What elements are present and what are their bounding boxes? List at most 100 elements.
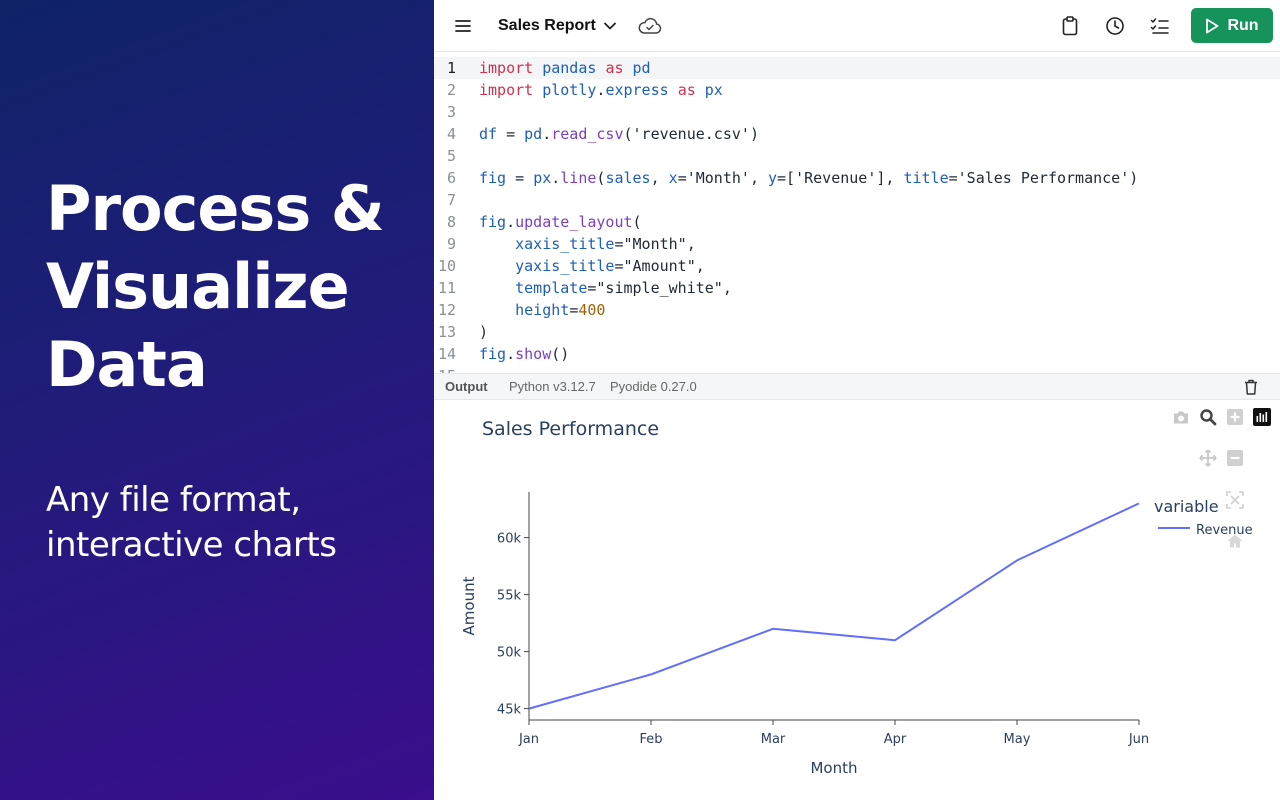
y-tick-label: 55k xyxy=(497,589,522,604)
promo-headline-line: Process & xyxy=(46,172,385,245)
line-number: 14 xyxy=(437,345,456,363)
line-number: 11 xyxy=(437,279,456,297)
code-editor[interactable]: 1 import pandas as pd 2 import plotly.expre… xyxy=(434,53,1280,373)
plotly-logo-icon[interactable] xyxy=(1252,407,1272,427)
promo-headline-line: Visualize xyxy=(46,250,350,323)
legend-item-revenue[interactable]: Revenue xyxy=(1196,523,1253,538)
x-tick-label: Apr xyxy=(884,732,907,747)
code-line[interactable]: 1 import pandas as pd xyxy=(434,57,1280,79)
code-line[interactable]: 4 df = pd.read_csv('revenue.csv') xyxy=(434,123,1280,145)
autoscale-icon[interactable] xyxy=(1225,490,1245,510)
history-clock-icon[interactable] xyxy=(1103,14,1127,38)
code-line[interactable]: 8 fig.update_layout( xyxy=(434,211,1280,233)
zoom-out-icon[interactable] xyxy=(1225,448,1245,468)
line-number: 5 xyxy=(446,147,456,165)
menu-icon[interactable] xyxy=(451,14,475,38)
home-icon[interactable] xyxy=(1225,531,1245,551)
x-tick-label: May xyxy=(1004,732,1031,747)
code-line[interactable]: 9 xaxis_title="Month", xyxy=(434,233,1280,255)
document-title-dropdown[interactable]: Sales Report xyxy=(498,14,616,38)
promo-headline-line: Data xyxy=(46,328,208,401)
data-point[interactable] xyxy=(770,626,776,632)
code-text: template="simple_white", xyxy=(515,279,732,297)
promo-subtitle-line: interactive charts xyxy=(46,525,337,565)
line-number: 2 xyxy=(446,81,456,99)
play-icon xyxy=(1205,18,1219,34)
line-number: 7 xyxy=(446,191,456,209)
data-point[interactable] xyxy=(892,637,898,643)
code-text: import pandas as pd xyxy=(479,59,651,77)
code-text: df = pd.read_csv('revenue.csv') xyxy=(479,125,759,143)
output-label: Output xyxy=(445,379,488,394)
data-point[interactable] xyxy=(1014,557,1020,563)
zoom-icon[interactable] xyxy=(1198,407,1218,427)
code-text: fig.show() xyxy=(479,345,570,363)
legend-title: variable xyxy=(1154,497,1219,516)
line-number: 9 xyxy=(446,235,456,253)
pan-icon[interactable] xyxy=(1198,448,1218,468)
code-text: ) xyxy=(479,323,489,341)
cloud-check-icon[interactable] xyxy=(636,14,664,38)
line-chart[interactable]: Sales Performance Month Amount 45k 50k 55k… xyxy=(434,400,1280,800)
run-button[interactable]: Run xyxy=(1191,8,1273,43)
promo-panel: Process & Visualize Data Any file format… xyxy=(0,0,434,800)
x-tick-label: Mar xyxy=(761,732,786,747)
code-line[interactable]: 13) xyxy=(434,321,1280,343)
code-line[interactable]: 14 fig.show() xyxy=(434,343,1280,365)
code-text: import plotly.express as px xyxy=(479,81,723,99)
x-axis-title: Month xyxy=(810,759,857,777)
line-number: 10 xyxy=(437,257,456,275)
series-line-revenue[interactable] xyxy=(528,502,1140,710)
promo-subtitle-line: Any file format, xyxy=(46,480,301,520)
promo-headline: Process & Visualize Data xyxy=(46,170,385,404)
chevron-down-icon xyxy=(603,22,616,30)
checklist-icon[interactable] xyxy=(1148,14,1172,38)
x-tick-label: Feb xyxy=(639,732,662,747)
code-line[interactable]: 10 yaxis_title="Amount", xyxy=(434,255,1280,277)
code-text: height=400 xyxy=(515,301,606,319)
line-number: 15 xyxy=(434,365,456,373)
code-line[interactable]: 2 import plotly.express as px xyxy=(434,79,1280,101)
line-number: 12 xyxy=(437,301,456,319)
x-tick-label: Jun xyxy=(1128,732,1149,747)
clipboard-icon[interactable] xyxy=(1058,14,1082,38)
y-tick-label: 45k xyxy=(497,703,522,718)
code-text: yaxis_title="Amount", xyxy=(515,257,705,275)
line-number: 13 xyxy=(437,323,456,341)
pyodide-version: Pyodide 0.27.0 xyxy=(610,379,697,394)
chart-title: Sales Performance xyxy=(482,418,659,440)
line-number: 8 xyxy=(446,213,456,231)
code-line[interactable]: 15 xyxy=(434,365,1280,373)
document-title: Sales Report xyxy=(498,17,596,34)
zoom-in-icon[interactable] xyxy=(1225,407,1245,427)
code-line[interactable]: 11 template="simple_white", xyxy=(434,277,1280,299)
code-text: xaxis_title="Month", xyxy=(515,235,696,253)
data-point[interactable] xyxy=(1136,500,1142,506)
code-line[interactable]: 5 xyxy=(434,145,1280,167)
trash-icon[interactable] xyxy=(1242,378,1260,396)
chart-output: Sales Performance Month Amount 45k 50k 55k… xyxy=(434,400,1280,800)
data-point[interactable] xyxy=(526,706,532,712)
output-status-bar: Output Python v3.12.7 Pyodide 0.27.0 xyxy=(434,373,1280,400)
line-number: 4 xyxy=(446,125,456,143)
y-tick-label: 50k xyxy=(497,646,522,661)
code-line[interactable]: 6 fig = px.line(sales, x='Month', y=['Rev… xyxy=(434,167,1280,189)
line-number: 1 xyxy=(446,59,456,77)
line-number: 3 xyxy=(446,103,456,121)
python-version: Python v3.12.7 xyxy=(509,379,596,394)
promo-subtitle: Any file format, interactive charts xyxy=(46,478,337,568)
code-text: fig = px.line(sales, x='Month', y=['Reve… xyxy=(479,169,1139,187)
data-point[interactable] xyxy=(648,671,654,677)
y-tick-label: 60k xyxy=(497,532,522,547)
legend: variable Revenue xyxy=(1154,497,1253,538)
code-line[interactable]: 3 xyxy=(434,101,1280,123)
line-number: 6 xyxy=(446,169,456,187)
run-button-label: Run xyxy=(1227,16,1259,34)
toolbar: Sales Report Run xyxy=(434,0,1280,52)
code-text: fig.update_layout( xyxy=(479,213,642,231)
camera-icon[interactable] xyxy=(1171,407,1191,427)
code-line[interactable]: 7 xyxy=(434,189,1280,211)
notebook-app: Sales Report Run 1 import pandas as pd 2 im… xyxy=(434,0,1280,800)
y-axis-title: Amount xyxy=(460,576,478,635)
code-line[interactable]: 12 height=400 xyxy=(434,299,1280,321)
